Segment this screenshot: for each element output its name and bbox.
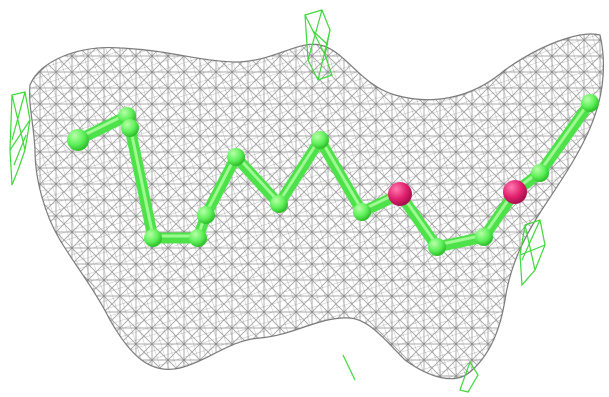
difference-density	[9, 9, 546, 393]
oxygen-atom[interactable]	[388, 182, 412, 206]
carbon-atom[interactable]	[581, 94, 599, 112]
carbon-atom[interactable]	[353, 203, 371, 221]
carbon-atom[interactable]	[197, 206, 215, 224]
carbon-atom[interactable]	[428, 238, 446, 256]
carbon-atom[interactable]	[531, 164, 549, 182]
carbon-atom[interactable]	[67, 129, 89, 151]
carbon-atom[interactable]	[227, 148, 245, 166]
carbon-atom[interactable]	[270, 195, 288, 213]
carbon-atom[interactable]	[121, 119, 139, 137]
oxygen-atom[interactable]	[503, 180, 527, 204]
bond-highlight	[234, 153, 281, 204]
carbon-atom[interactable]	[144, 229, 162, 247]
carbon-atom[interactable]	[311, 131, 329, 149]
carbon-atom[interactable]	[189, 229, 207, 247]
diff-map-fragment-right	[519, 219, 546, 287]
carbon-atom[interactable]	[475, 228, 493, 246]
molecule-atoms	[67, 94, 599, 256]
diff-map-fragment-left	[9, 91, 31, 186]
bond-highlight	[128, 124, 155, 238]
diff-map-fragment-bottom	[342, 354, 479, 393]
bond-highlight	[318, 136, 364, 212]
bond-highlight	[538, 99, 592, 173]
diff-map-fragment-top	[304, 9, 333, 81]
bond-highlight	[204, 153, 238, 215]
bond-highlight	[277, 136, 322, 204]
